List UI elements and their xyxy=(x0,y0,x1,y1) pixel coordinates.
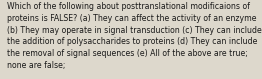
Text: Which of the following about posttranslational modificaions of
proteins is FALSE: Which of the following about posttransla… xyxy=(7,2,261,70)
